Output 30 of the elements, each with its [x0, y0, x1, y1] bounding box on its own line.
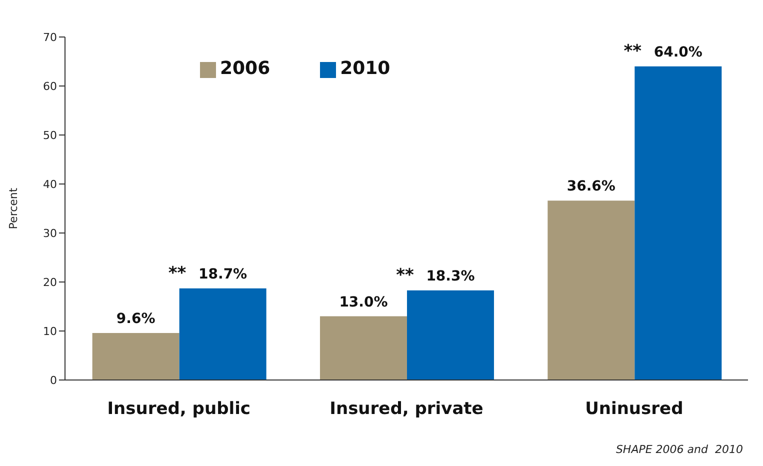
x-tick-label: Insured, private [330, 399, 484, 420]
y-tick-label: 50 [43, 128, 57, 142]
legend-label: 2006 [220, 58, 270, 79]
x-tick-label: Uninusred [585, 399, 684, 420]
annotation: ** [168, 263, 186, 284]
text: SHAPE 2006 and 2010 [616, 443, 743, 456]
data-label: 18.7% [198, 266, 248, 282]
data-label: 64.0% [654, 44, 702, 60]
x-tick-label: Insured, public [107, 399, 250, 420]
legend-label: 2010 [340, 58, 390, 79]
annotation: ** [624, 41, 642, 62]
data-label: 9.6% [116, 310, 156, 327]
bar [634, 66, 722, 380]
bar [548, 200, 635, 380]
data-label: 36.6% [566, 178, 616, 195]
bar [406, 290, 494, 380]
data-label: 13.0% [339, 294, 388, 310]
bar [179, 288, 266, 380]
y-tick-label: 70 [43, 30, 57, 44]
y-tick-label: 40 [43, 178, 57, 191]
bar [92, 332, 180, 380]
y-tick-label: 60 [43, 80, 57, 93]
y-tick-label: 30 [43, 226, 57, 240]
bar [320, 316, 407, 380]
data-label: 18.3% [426, 268, 475, 284]
y-tick-label: 0 [50, 374, 57, 387]
y-axis-title: Percent [6, 187, 20, 230]
y-tick-label: 10 [43, 324, 57, 338]
annotation: ** [396, 265, 414, 286]
y-tick-label: 20 [43, 276, 57, 289]
